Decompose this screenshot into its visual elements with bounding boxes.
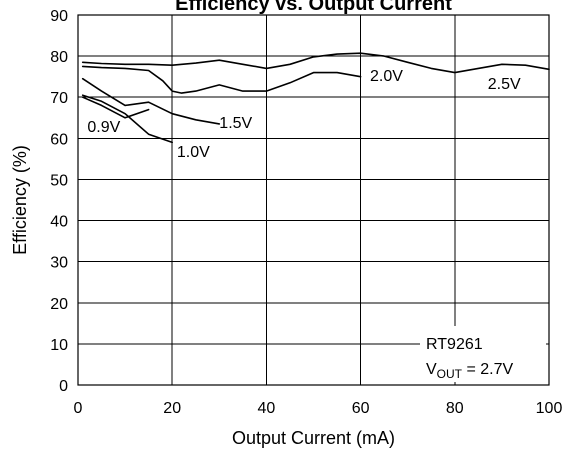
plot-frame <box>77 14 550 386</box>
y-tick-label: 90 <box>50 8 68 25</box>
series-lines <box>81 52 550 144</box>
y-tick-label: 60 <box>50 131 68 148</box>
series-line-1_5V <box>81 77 221 125</box>
series-line-2_5V <box>81 52 550 74</box>
x-tick-labels: 0 20 40 60 80 100 <box>74 400 563 417</box>
x-tick-label: 100 <box>536 400 563 417</box>
y-tick-label: 80 <box>50 49 68 66</box>
series-label-2_5V: 2.5V <box>488 76 521 93</box>
y-tick-label: 10 <box>50 337 68 354</box>
series-line-0_9V <box>81 96 150 119</box>
y-axis-title: Efficiency (%) <box>10 145 30 255</box>
y-tick-label: 30 <box>50 255 68 272</box>
annotation-device: RT9261 <box>426 336 483 353</box>
y-tick-label: 20 <box>50 296 68 313</box>
annotation-vout-v: V <box>426 361 437 378</box>
series-label-1_5V: 1.5V <box>219 115 252 132</box>
series-label-1_0V: 1.0V <box>177 144 210 161</box>
series-labels: 2.5V 2.0V 1.5V 1.0V 0.9V <box>87 68 521 161</box>
y-tick-label: 40 <box>50 214 68 231</box>
x-tick-label: 60 <box>352 400 370 417</box>
y-tick-label: 50 <box>50 172 68 189</box>
x-axis-title: Output Current (mA) <box>232 428 395 448</box>
annotation-box: RT9261 VOUT = 2.7V <box>420 326 546 382</box>
x-tick-label: 40 <box>258 400 276 417</box>
annotation-vout-subscript: OUT <box>437 367 463 381</box>
x-tick-label: 20 <box>163 400 181 417</box>
series-line-2_0V <box>81 65 362 94</box>
annotation-vout-value: = 2.7V <box>462 361 513 378</box>
y-tick-label: 70 <box>50 90 68 107</box>
annotation-vout: VOUT = 2.7V <box>426 361 513 381</box>
y-tick-labels: 0 10 20 30 40 50 60 70 80 90 <box>50 8 68 395</box>
y-tick-label: 0 <box>59 378 68 395</box>
series-line-1_0V <box>81 94 173 144</box>
annotation-background <box>420 326 546 382</box>
series-label-2_0V: 2.0V <box>370 68 403 85</box>
x-tick-label: 0 <box>74 400 83 417</box>
chart-title: Efficiency vs. Output Current <box>175 0 452 15</box>
series-label-0_9V: 0.9V <box>87 119 120 136</box>
x-tick-label: 80 <box>446 400 464 417</box>
